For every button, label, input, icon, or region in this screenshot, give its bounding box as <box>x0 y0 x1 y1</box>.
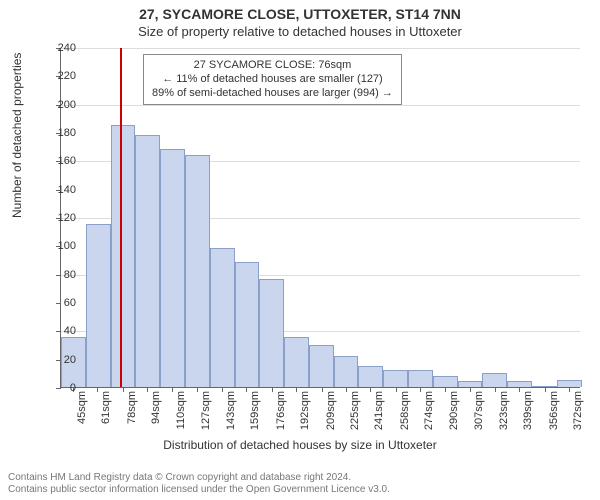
property-marker <box>120 48 122 387</box>
x-tick-label: 274sqm <box>423 391 435 430</box>
footer: Contains HM Land Registry data © Crown c… <box>8 472 390 496</box>
histogram-chart: 27 SYCAMORE CLOSE: 76sqm ← 11% of detach… <box>60 48 580 388</box>
histogram-bar <box>408 370 433 387</box>
x-tick-label: 143sqm <box>225 391 237 430</box>
histogram-bar <box>235 262 260 387</box>
y-tick-label: 180 <box>46 127 76 139</box>
y-tick-label: 240 <box>46 42 76 54</box>
x-tick-label: 241sqm <box>373 391 385 430</box>
info-box-line: 27 SYCAMORE CLOSE: 76sqm <box>152 59 393 73</box>
histogram-bar <box>210 248 235 387</box>
histogram-bar <box>111 125 136 387</box>
histogram-bar <box>358 366 383 387</box>
x-tick-mark <box>296 387 297 392</box>
x-tick-mark <box>370 387 371 392</box>
x-tick-label: 372sqm <box>572 391 584 430</box>
x-tick-mark <box>123 387 124 392</box>
histogram-bar <box>185 155 210 387</box>
x-tick-label: 225sqm <box>349 391 361 430</box>
x-tick-label: 176sqm <box>275 391 287 430</box>
x-tick-label: 78sqm <box>126 391 138 424</box>
histogram-bar <box>557 380 582 387</box>
histogram-bar <box>284 337 309 387</box>
y-tick-label: 220 <box>46 70 76 82</box>
histogram-bar <box>383 370 408 387</box>
histogram-bar <box>334 356 359 387</box>
page-title: 27, SYCAMORE CLOSE, UTTOXETER, ST14 7NN <box>0 0 600 22</box>
x-tick-label: 94sqm <box>150 391 162 424</box>
x-tick-mark <box>97 387 98 392</box>
x-tick-label: 307sqm <box>473 391 485 430</box>
x-tick-mark <box>322 387 323 392</box>
footer-line: Contains public sector information licen… <box>8 484 390 496</box>
x-tick-mark <box>545 387 546 392</box>
x-tick-label: 339sqm <box>522 391 534 430</box>
x-tick-label: 45sqm <box>76 391 88 424</box>
x-tick-label: 159sqm <box>249 391 261 430</box>
x-tick-label: 356sqm <box>548 391 560 430</box>
info-box: 27 SYCAMORE CLOSE: 76sqm ← 11% of detach… <box>143 54 402 105</box>
x-tick-label: 209sqm <box>325 391 337 430</box>
x-tick-label: 127sqm <box>200 391 212 430</box>
x-tick-label: 258sqm <box>399 391 411 430</box>
y-tick-label: 100 <box>46 240 76 252</box>
x-tick-label: 192sqm <box>299 391 311 430</box>
x-tick-mark <box>569 387 570 392</box>
x-tick-mark <box>346 387 347 392</box>
x-tick-mark <box>470 387 471 392</box>
y-tick-label: 160 <box>46 155 76 167</box>
info-box-line: ← 11% of detached houses are smaller (12… <box>152 73 393 87</box>
footer-line: Contains HM Land Registry data © Crown c… <box>8 472 390 484</box>
x-tick-mark <box>172 387 173 392</box>
histogram-bar <box>433 376 458 387</box>
page-subtitle: Size of property relative to detached ho… <box>0 22 600 43</box>
x-tick-mark <box>396 387 397 392</box>
x-tick-label: 323sqm <box>498 391 510 430</box>
histogram-bar <box>259 279 284 387</box>
histogram-bar <box>160 149 185 387</box>
y-tick-label: 60 <box>46 297 76 309</box>
x-tick-label: 110sqm <box>175 391 187 429</box>
y-tick-label: 0 <box>46 382 76 394</box>
x-tick-mark <box>519 387 520 392</box>
y-tick-label: 80 <box>46 269 76 281</box>
y-axis-label: Number of detached properties <box>10 53 24 218</box>
x-tick-mark <box>272 387 273 392</box>
x-tick-mark <box>147 387 148 392</box>
y-tick-label: 140 <box>46 184 76 196</box>
y-tick-label: 40 <box>46 325 76 337</box>
y-tick-label: 120 <box>46 212 76 224</box>
x-tick-mark <box>222 387 223 392</box>
histogram-bar <box>86 224 111 387</box>
x-tick-mark <box>246 387 247 392</box>
x-tick-mark <box>495 387 496 392</box>
x-tick-mark <box>197 387 198 392</box>
x-tick-mark <box>445 387 446 392</box>
x-axis-label: Distribution of detached houses by size … <box>0 438 600 452</box>
info-box-line: 89% of semi-detached houses are larger (… <box>152 87 393 101</box>
histogram-bar <box>309 345 334 388</box>
x-tick-label: 61sqm <box>100 391 112 424</box>
y-tick-label: 20 <box>46 354 76 366</box>
x-tick-label: 290sqm <box>448 391 460 430</box>
x-tick-mark <box>420 387 421 392</box>
y-tick-label: 200 <box>46 99 76 111</box>
histogram-bar <box>482 373 507 387</box>
gridline <box>61 48 580 49</box>
histogram-bar <box>135 135 160 387</box>
